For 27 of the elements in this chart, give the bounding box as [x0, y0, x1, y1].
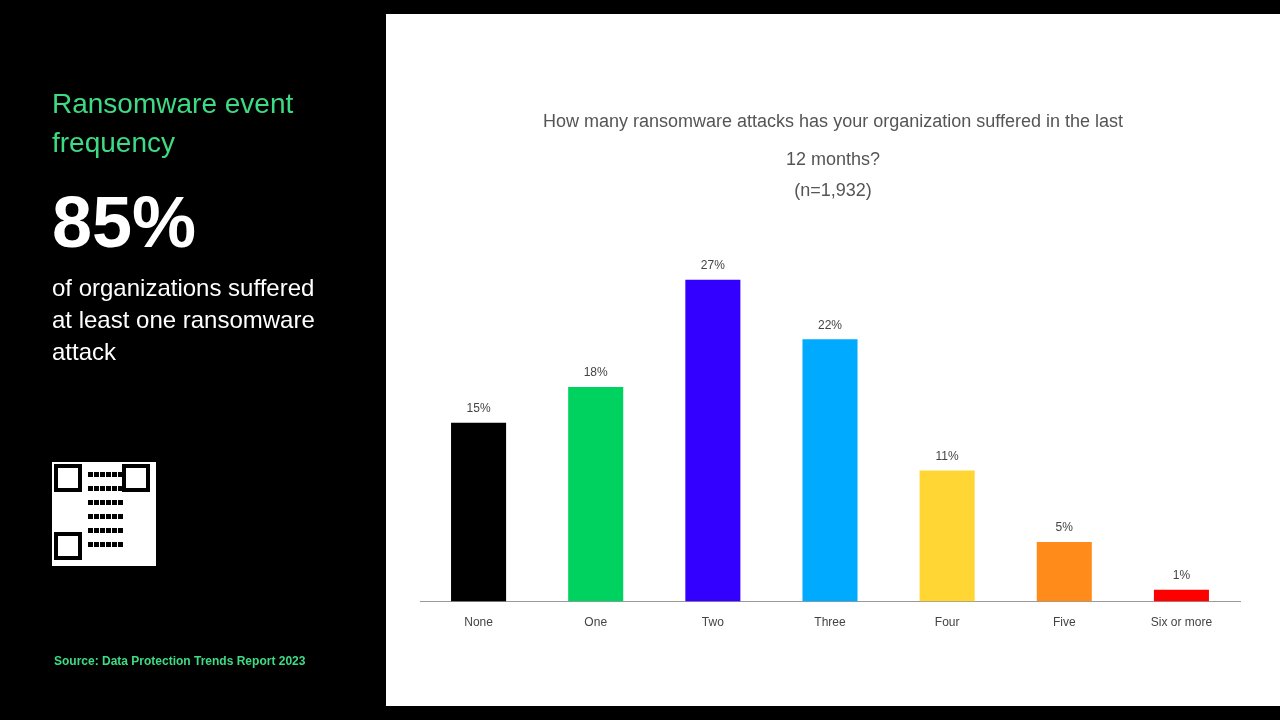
text: of organizations suffered at least one ransomware attack	[52, 273, 316, 367]
data-label: 5%	[1055, 520, 1074, 535]
data-label: 22%	[817, 317, 843, 332]
x-tick-label: Three	[814, 615, 846, 630]
x-tick-label: Two	[701, 615, 725, 630]
source-note: Source: Data Protection Trends Report 2023	[54, 654, 306, 668]
x-tick-label: Four	[934, 615, 960, 630]
bar	[568, 387, 624, 602]
x-tick-label: Six or more	[1150, 615, 1213, 630]
bar	[802, 339, 858, 602]
x-tick-label: None	[464, 615, 494, 630]
text: 85%	[52, 182, 198, 262]
bar	[1153, 589, 1209, 602]
text: Ransomware event frequency	[52, 87, 295, 160]
bar	[1036, 542, 1092, 602]
data-label: 18%	[583, 365, 609, 380]
bar	[919, 470, 975, 602]
bar	[685, 279, 741, 602]
data-label: 15%	[466, 401, 491, 416]
x-tick-label: One	[584, 615, 608, 630]
data-label: 1%	[1172, 567, 1191, 582]
chart-title: How many ransomware attacks has your organization suffered in the last 12 months?	[542, 110, 1124, 171]
data-label: 11%	[935, 448, 960, 463]
data-label: 27%	[700, 258, 726, 273]
bar	[451, 422, 507, 602]
chart-subtitle: (n=1,932)	[793, 180, 873, 201]
x-tick-label: Five	[1052, 615, 1076, 630]
